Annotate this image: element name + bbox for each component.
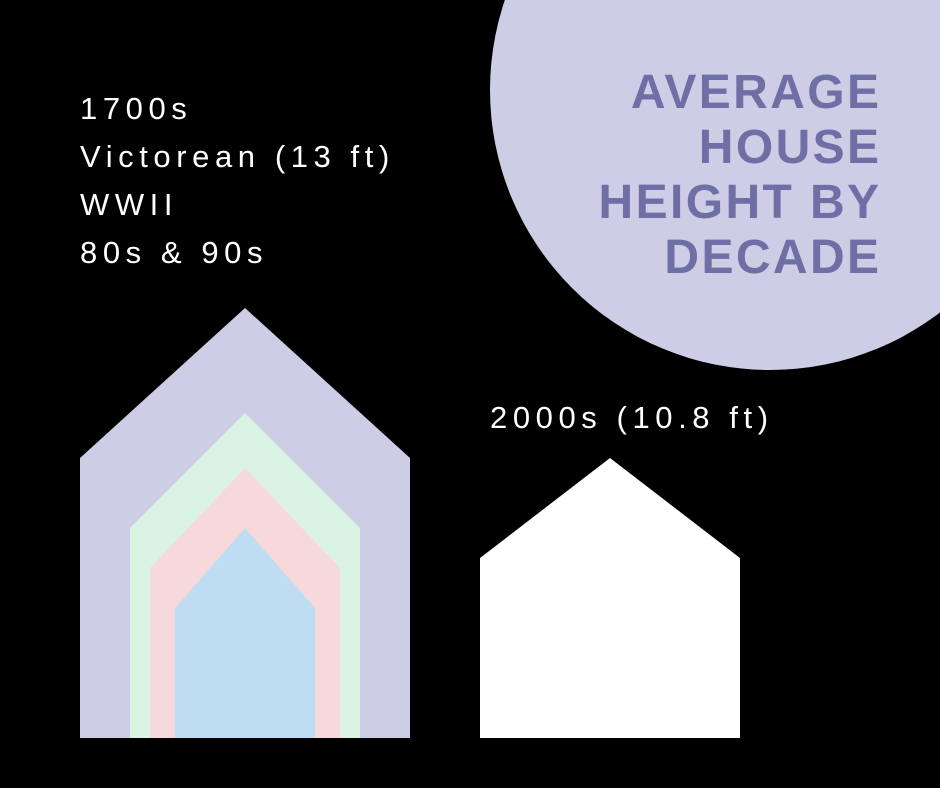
title-line-1: AVERAGE [599, 65, 882, 120]
era-item-victorean: Victorean (13 ft) [80, 133, 395, 181]
era-item-80s-90s: 80s & 90s [80, 229, 395, 277]
title-text: AVERAGE HOUSE HEIGHT BY DECADE [599, 65, 882, 286]
houses-container [80, 278, 780, 743]
house-2000s [480, 458, 740, 738]
title-line-2: HOUSE [599, 120, 882, 175]
houses-svg [80, 278, 780, 738]
title-line-3: HEIGHT BY [599, 175, 882, 230]
era-list: 1700s Victorean (13 ft) WWII 80s & 90s [80, 85, 395, 277]
era-item-1700s: 1700s [80, 85, 395, 133]
era-item-wwii: WWII [80, 181, 395, 229]
